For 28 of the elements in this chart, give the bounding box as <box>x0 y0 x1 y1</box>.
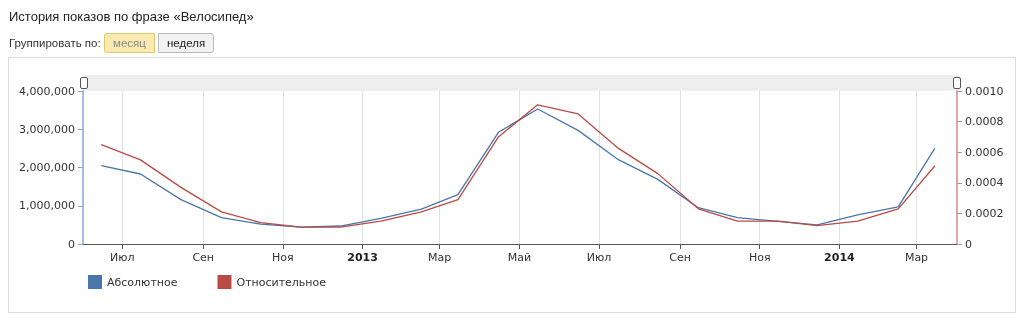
y2-tick-label: 0 <box>965 237 972 251</box>
y-tick-label: 3,000,000 <box>19 122 75 136</box>
y-tick-label: 4,000,000 <box>19 84 75 98</box>
y2-tick-label: 0.0008 <box>965 115 1004 129</box>
x-tick-label: Июл <box>586 251 612 264</box>
y-tick-label: 0 <box>68 237 75 251</box>
x-tick-label: Мар <box>904 251 929 264</box>
legend-label: Абсолютное <box>107 275 178 289</box>
x-tick-label: Ноя <box>748 251 771 264</box>
x-tick-label: 2013 <box>347 251 378 264</box>
x-tick-label: Сен <box>669 251 691 264</box>
x-tick-label: Май <box>507 251 532 264</box>
y2-tick-label: 0.0004 <box>965 176 1004 190</box>
text: неделя <box>158 33 215 53</box>
y-tick-label: 1,000,000 <box>19 199 75 213</box>
text: Группировать по: <box>9 37 101 49</box>
text: месяц <box>104 33 155 53</box>
x-tick-label: Сен <box>192 251 215 264</box>
y-tick-label: 2,000,000 <box>19 161 75 174</box>
y2-tick-label: 0.0006 <box>965 145 1004 159</box>
x-tick-label: Июл <box>109 251 135 264</box>
y2-tick-label: 0.0002 <box>965 206 1004 220</box>
chart-title: История показов по фразе «Велосипед» <box>9 9 254 24</box>
y2-tick-label: 0.0010 <box>965 84 1004 98</box>
x-tick-label: 2014 <box>824 251 856 264</box>
x-tick-label: Ноя <box>272 251 294 264</box>
x-tick-label: Мар <box>428 251 452 264</box>
legend-label: Относительное <box>236 275 327 289</box>
